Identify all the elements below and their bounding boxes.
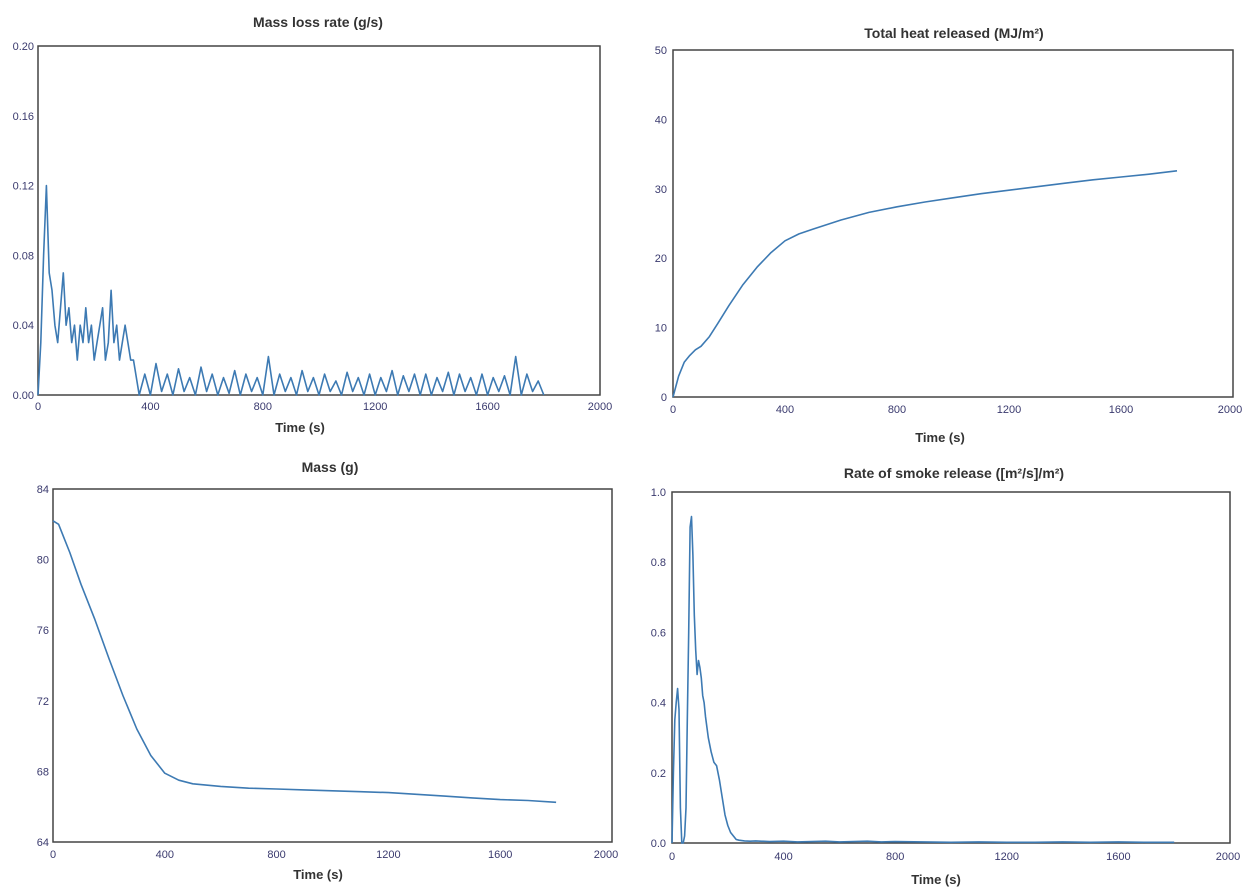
y-tick-label: 0.2 [651, 768, 666, 780]
y-ticks: 0 10 20 30 40 50 [655, 45, 667, 404]
x-tick-label: 1600 [475, 401, 499, 413]
plot-frame [671, 491, 1231, 844]
plot-frame [52, 488, 613, 843]
y-ticks: 64 68 72 76 80 84 [37, 484, 49, 849]
chart-title: Mass loss rate (g/s) [253, 14, 383, 30]
x-tick-label: 1600 [488, 849, 512, 861]
x-tick-label: 800 [267, 849, 285, 861]
x-tick-label: 800 [886, 851, 904, 863]
y-tick-label: 84 [37, 484, 49, 496]
x-tick-label: 2000 [1218, 404, 1242, 416]
x-axis-label: Time (s) [915, 430, 965, 445]
x-tick-label: 0 [50, 849, 56, 861]
x-tick-label: 0 [669, 851, 675, 863]
x-ticks: 0 400 800 1200 1600 2000 [670, 404, 1242, 416]
y-tick-label: 0.04 [13, 320, 34, 332]
y-ticks: 0.00 0.04 0.08 0.12 0.16 0.20 [13, 41, 34, 402]
x-tick-label: 400 [141, 401, 159, 413]
y-tick-label: 0.12 [13, 181, 34, 193]
x-axis-label: Time (s) [911, 872, 961, 887]
series-line [671, 515, 1175, 844]
y-tick-label: 30 [655, 184, 667, 196]
x-tick-label: 1200 [376, 849, 400, 861]
y-tick-label: 72 [37, 696, 49, 708]
x-axis-label: Time (s) [293, 867, 343, 882]
x-tick-label: 800 [254, 401, 272, 413]
x-tick-label: 0 [670, 404, 676, 416]
x-tick-label: 2000 [594, 849, 618, 861]
chart-title: Rate of smoke release ([m²/s]/m²) [844, 465, 1064, 481]
y-tick-label: 0.0 [651, 838, 666, 850]
y-tick-label: 0 [661, 392, 667, 404]
series-line [37, 184, 545, 396]
y-tick-label: 10 [655, 323, 667, 335]
series-line [52, 520, 557, 804]
x-tick-label: 1200 [997, 404, 1021, 416]
chart-panel-smoke-release: Rate of smoke release ([m²/s]/m²) 0 400 … [651, 465, 1241, 887]
chart-title: Mass (g) [302, 459, 359, 475]
y-tick-label: 68 [37, 766, 49, 778]
y-tick-label: 0.08 [13, 250, 34, 262]
y-tick-label: 64 [37, 837, 49, 849]
plot-frame [672, 49, 1234, 398]
x-ticks: 0 400 800 1200 1600 2000 [35, 401, 612, 413]
y-tick-label: 76 [37, 625, 49, 637]
y-tick-label: 0.4 [651, 698, 666, 710]
chart-panel-mass: Mass (g) 0 400 800 1200 1600 2000 64 68 … [37, 459, 618, 882]
y-tick-label: 0.6 [651, 627, 666, 639]
x-ticks: 0 400 800 1200 1600 2000 [669, 851, 1240, 863]
y-tick-label: 40 [655, 114, 667, 126]
x-tick-label: 1200 [995, 851, 1019, 863]
x-tick-label: 2000 [588, 401, 612, 413]
x-tick-label: 0 [35, 401, 41, 413]
x-axis-label: Time (s) [275, 420, 325, 435]
x-tick-label: 1600 [1106, 851, 1130, 863]
y-tick-label: 0.00 [13, 390, 34, 402]
x-tick-label: 400 [776, 404, 794, 416]
x-tick-label: 400 [774, 851, 792, 863]
y-ticks: 0.0 0.2 0.4 0.6 0.8 1.0 [651, 487, 666, 850]
y-tick-label: 0.16 [13, 111, 34, 123]
x-tick-label: 400 [156, 849, 174, 861]
x-tick-label: 800 [888, 404, 906, 416]
chart-panel-mass-loss-rate: Mass loss rate (g/s) 0 400 800 1200 1600… [13, 14, 613, 435]
y-tick-label: 50 [655, 45, 667, 57]
y-tick-label: 0.8 [651, 557, 666, 569]
series-line [672, 170, 1178, 398]
chart-title: Total heat released (MJ/m²) [864, 25, 1043, 41]
x-tick-label: 2000 [1216, 851, 1240, 863]
x-tick-label: 1600 [1109, 404, 1133, 416]
y-tick-label: 0.20 [13, 41, 34, 53]
x-tick-label: 1200 [363, 401, 387, 413]
chart-panel-total-heat-released: Total heat released (MJ/m²) 0 400 800 12… [655, 25, 1242, 445]
y-tick-label: 20 [655, 253, 667, 265]
x-ticks: 0 400 800 1200 1600 2000 [50, 849, 618, 861]
y-tick-label: 1.0 [651, 487, 666, 499]
y-tick-label: 80 [37, 555, 49, 567]
